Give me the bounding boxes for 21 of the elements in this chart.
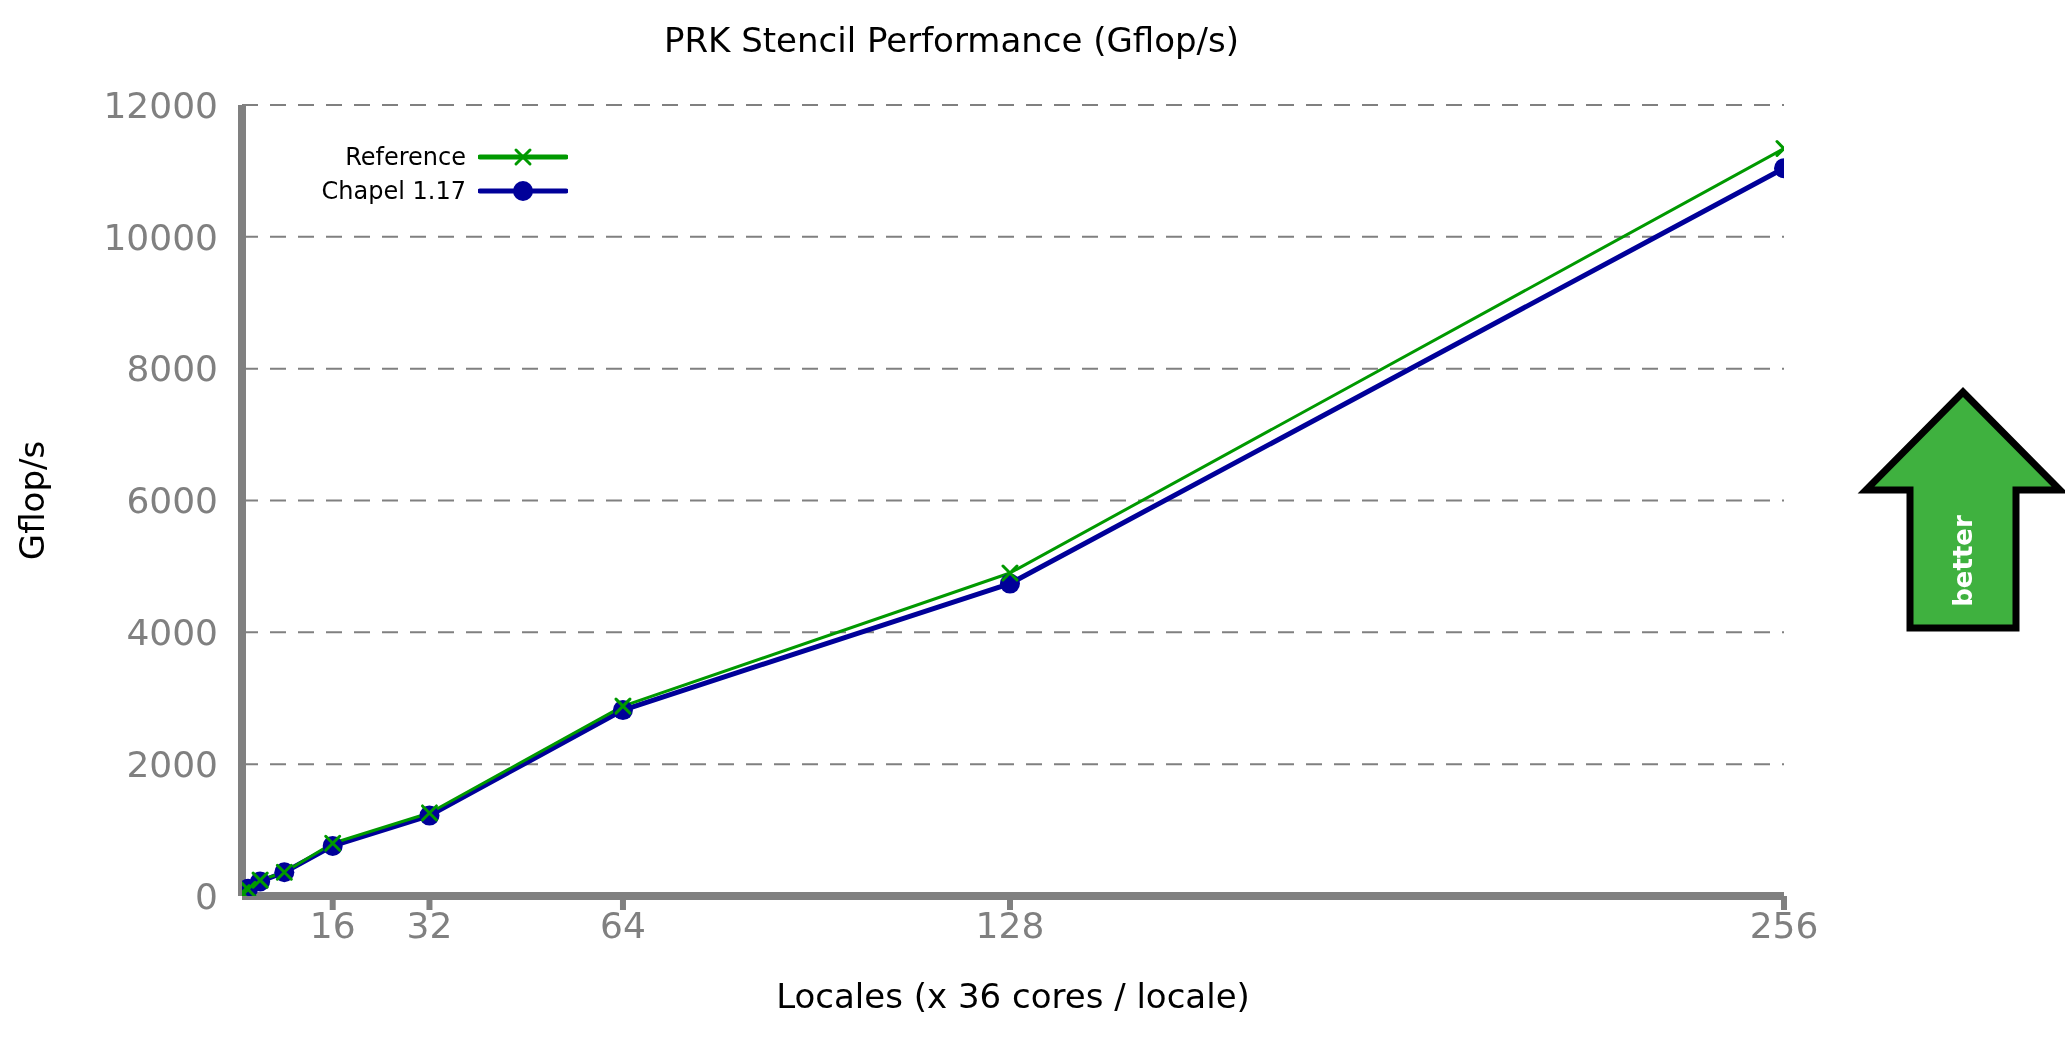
point — [1001, 564, 1019, 582]
y-tick-label: 4000 — [126, 612, 218, 654]
x-axis-title: Locales (x 36 cores / locale) — [776, 976, 1250, 1016]
y-tick-label: 8000 — [126, 348, 218, 390]
x-tick-label: 128 — [975, 904, 1045, 946]
y-tick-label: 0 — [195, 875, 218, 917]
text: better — [1948, 515, 1978, 607]
x-tick-label: 256 — [1749, 904, 1819, 946]
x-tick-label: 16 — [309, 904, 356, 946]
legend-label: Chapel 1.17 — [321, 177, 466, 205]
x-tick-label: 32 — [406, 904, 453, 946]
legend-label: Reference — [345, 143, 466, 171]
y-tick-label: 2000 — [126, 743, 218, 785]
point — [614, 697, 632, 715]
x-tick-label: 64 — [600, 904, 646, 946]
chart-title: PRK Stencil Performance (Gflop/s) — [662, 20, 1241, 60]
y-tick-label: 12000 — [103, 84, 218, 126]
point — [420, 804, 438, 822]
y-tick-label: 10000 — [103, 216, 218, 258]
y-tick-label: 6000 — [126, 480, 218, 522]
y-axis-title: Gflop/s — [12, 440, 53, 561]
